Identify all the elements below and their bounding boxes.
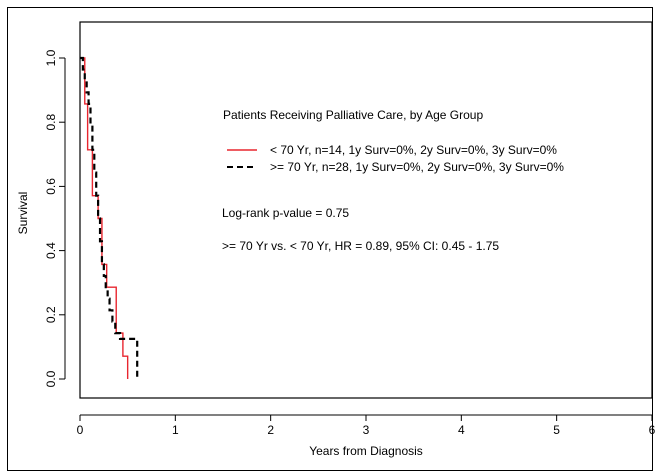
y-tick-label: 0.2 <box>44 306 58 323</box>
x-axis-label: Years from Diagnosis <box>309 444 423 458</box>
y-axis-label: Survival <box>16 192 30 235</box>
legend-label-under-70: < 70 Yr, n=14, 1y Surv=0%, 2y Surv=0%, 3… <box>270 143 557 157</box>
y-tick-label: 1.0 <box>44 49 58 66</box>
series-layer <box>80 56 139 379</box>
y-tick-label: 0.6 <box>44 178 58 195</box>
y-axis: 0.0 0.2 0.4 0.6 0.8 1.0 <box>44 49 66 387</box>
legend: Patients Receiving Palliative Care, by A… <box>223 108 564 174</box>
x-tick-label: 6 <box>649 423 656 437</box>
plot-area <box>79 21 653 399</box>
survival-curve-under-70 <box>80 57 129 379</box>
x-tick-label: 2 <box>267 423 274 437</box>
x-tick-label: 0 <box>77 423 84 437</box>
legend-title: Patients Receiving Palliative Care, by A… <box>223 108 483 122</box>
legend-label-over-70: >= 70 Yr, n=28, 1y Surv=0%, 2y Surv=0%, … <box>270 160 564 174</box>
x-tick-label: 1 <box>172 423 179 437</box>
x-axis: 0 1 2 3 4 5 6 <box>77 414 656 437</box>
x-tick-label: 5 <box>553 423 560 437</box>
x-tick-label: 3 <box>363 423 370 437</box>
y-tick-label: 0.8 <box>44 114 58 131</box>
log-rank-note: Log-rank p-value = 0.75 <box>222 206 349 220</box>
survival-curve-over-70 <box>80 56 139 379</box>
y-tick-label: 0.0 <box>44 370 58 387</box>
hazard-ratio-note: >= 70 Yr vs. < 70 Yr, HR = 0.89, 95% CI:… <box>222 239 499 253</box>
x-tick-label: 4 <box>458 423 465 437</box>
y-tick-label: 0.4 <box>44 242 58 259</box>
